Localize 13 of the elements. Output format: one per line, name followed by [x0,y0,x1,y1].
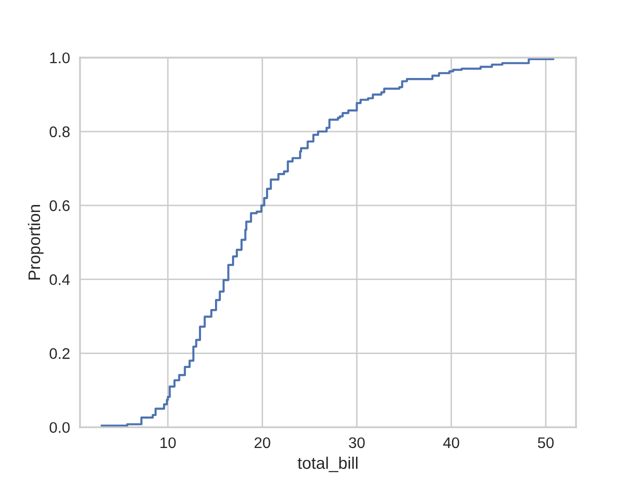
x-tick-label: 10 [160,437,176,448]
y-tick-label: 0.2 [50,348,70,359]
y-axis-title: Proportion [28,205,44,280]
y-tick-label: 0.4 [50,274,70,286]
x-tick-label: 20 [254,437,270,448]
x-tick-label: 30 [348,437,365,448]
y-tick-label: 0.0 [50,422,70,433]
x-tick-label: 40 [443,437,460,448]
x-tick-label: 50 [538,437,554,448]
y-tick-label: 0.6 [50,200,70,212]
x-axis-title: total_bill [298,456,358,472]
y-tick-label: 1.0 [50,52,70,64]
y-tick-label: 0.8 [50,126,70,138]
